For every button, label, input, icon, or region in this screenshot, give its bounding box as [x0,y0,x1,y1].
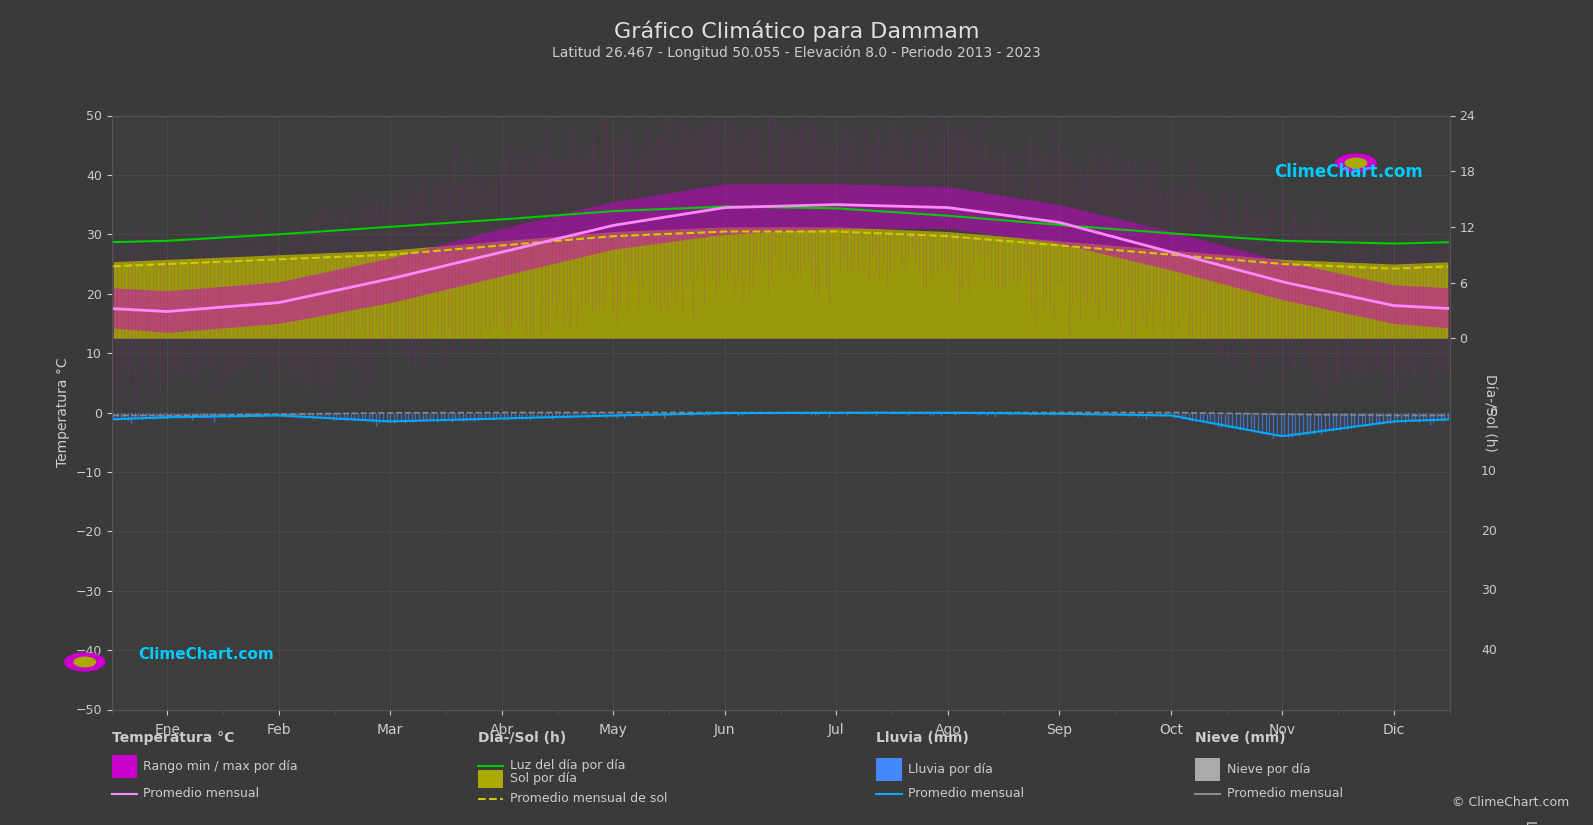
Text: Promedio mensual de sol: Promedio mensual de sol [510,792,667,805]
Circle shape [1344,158,1367,167]
Text: Luz del día por día: Luz del día por día [510,759,626,772]
Circle shape [65,653,105,671]
Text: Nieve (mm): Nieve (mm) [1195,732,1286,745]
Text: Lluvia (mm): Lluvia (mm) [876,732,969,745]
Text: Promedio mensual: Promedio mensual [1227,787,1343,800]
Circle shape [1337,154,1376,172]
Text: Rango min / max por día: Rango min / max por día [143,760,298,773]
Text: 40: 40 [1481,644,1497,657]
Text: Lluvia / Nieve (mm): Lluvia / Nieve (mm) [1523,819,1537,825]
Text: Temperatura °C: Temperatura °C [112,732,234,745]
Text: Nieve por día: Nieve por día [1227,763,1309,776]
Text: 10: 10 [1481,465,1497,478]
Text: 20: 20 [1481,525,1497,538]
Text: Promedio mensual: Promedio mensual [908,787,1024,800]
Text: ClimeChart.com: ClimeChart.com [139,647,274,662]
Text: Gráfico Climático para Dammam: Gráfico Climático para Dammam [613,21,980,42]
Text: Sol por día: Sol por día [510,772,577,785]
Text: Día-/Sol (h): Día-/Sol (h) [478,732,566,745]
Text: Lluvia por día: Lluvia por día [908,763,992,776]
Text: 30: 30 [1481,584,1497,597]
Text: Latitud 26.467 - Longitud 50.055 - Elevación 8.0 - Periodo 2013 - 2023: Latitud 26.467 - Longitud 50.055 - Eleva… [553,45,1040,60]
Text: © ClimeChart.com: © ClimeChart.com [1451,795,1569,808]
Y-axis label: Temperatura °C: Temperatura °C [56,358,70,467]
Text: 0: 0 [1489,406,1497,419]
Text: ClimeChart.com: ClimeChart.com [1274,163,1423,181]
Circle shape [73,658,96,667]
Text: Promedio mensual: Promedio mensual [143,787,260,800]
Y-axis label: Día-/Sol (h): Día-/Sol (h) [1481,374,1496,451]
